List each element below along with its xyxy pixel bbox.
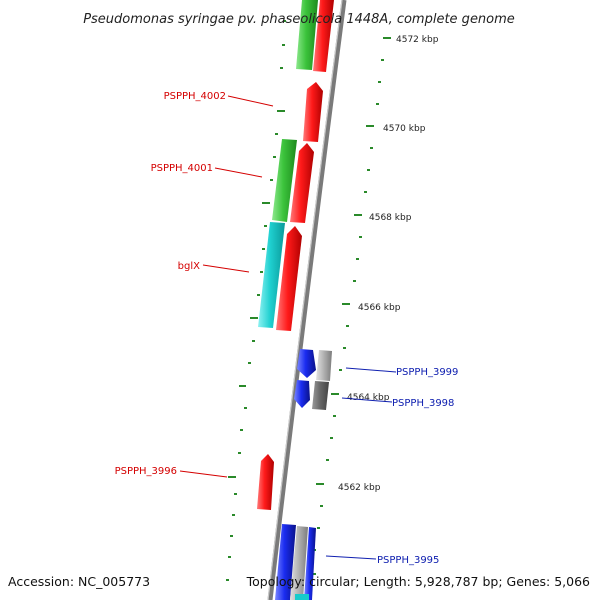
gene-pspph-3998-blue[interactable] [294,380,310,408]
inner-tick-ring [226,20,286,581]
gene-pspph-4001-green[interactable] [272,139,297,222]
scale-label-4570: 4570 kbp [383,124,426,134]
gene-features [257,0,334,600]
gene-pspph-3998-gray[interactable] [312,381,329,410]
scale-label-4572: 4572 kbp [396,35,439,45]
gene-pspph-4001-red[interactable] [290,143,314,223]
gene-red-top[interactable] [313,0,334,72]
gene-label-bglx[interactable]: bglX [178,261,200,272]
gene-navy-bottom[interactable] [304,527,316,600]
gene-label-pspph-3996[interactable]: PSPPH_3996 [115,466,177,477]
gene-blue-bottom[interactable] [275,524,296,600]
gene-pspph-3996[interactable] [257,454,274,510]
gene-label-pspph-3995[interactable]: PSPPH_3995 [377,555,439,566]
scale-label-4568: 4568 kbp [369,213,412,223]
gene-label-pspph-4002[interactable]: PSPPH_4002 [164,91,226,102]
genome-backbone-highlight [267,0,343,600]
gene-label-pspph-3998[interactable]: PSPPH_3998 [392,398,454,409]
scale-label-4562: 4562 kbp [338,483,381,493]
gene-bglx-red[interactable] [276,226,302,331]
gene-pspph-3999-blue[interactable] [297,349,316,378]
gene-cyan-bottom[interactable] [295,594,309,600]
gene-pspph-4002[interactable] [303,82,323,142]
genome-backbone [267,0,347,600]
scale-label-4566: 4566 kbp [358,303,401,313]
scale-label-4564: 4564 kbp [347,393,390,403]
gene-green-top[interactable] [296,0,318,70]
label-leaders [179,95,397,560]
gene-bglx-cyan[interactable] [258,222,285,328]
gene-pspph-3999-gray[interactable] [316,350,332,381]
map-title: Pseudomonas syringae pv. phaseolicola 14… [83,12,515,27]
gene-label-pspph-4001[interactable]: PSPPH_4001 [151,163,213,174]
accession-text: Accession: NC_005773 [8,574,150,589]
topology-text: Topology: circular; Length: 5,928,787 bp… [246,574,590,589]
gene-label-pspph-3999[interactable]: PSPPH_3999 [396,367,458,378]
gene-gray-bottom[interactable] [290,526,308,600]
scale-labels: 4572 kbp 4570 kbp 4568 kbp 4566 kbp 4564… [338,35,439,493]
gene-labels: PSPPH_4002 PSPPH_4001 bglX PSPPH_3996 PS… [115,91,459,566]
